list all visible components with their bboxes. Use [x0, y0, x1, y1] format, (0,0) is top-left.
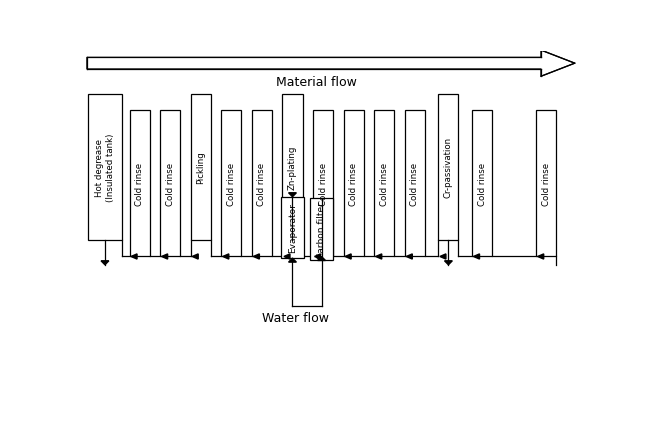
Bar — [374, 111, 394, 257]
Text: Cold rinse: Cold rinse — [258, 163, 267, 206]
Polygon shape — [254, 254, 259, 259]
Bar — [221, 111, 241, 257]
Polygon shape — [162, 254, 168, 259]
Text: Carbon filter: Carbon filter — [317, 201, 326, 258]
Text: Cold rinse: Cold rinse — [410, 163, 419, 206]
Text: Cold rinse: Cold rinse — [227, 163, 236, 206]
Polygon shape — [131, 254, 137, 259]
Bar — [313, 111, 333, 257]
Polygon shape — [444, 261, 452, 265]
Polygon shape — [318, 257, 325, 261]
Bar — [87, 58, 548, 70]
Text: Cold rinse: Cold rinse — [349, 163, 358, 206]
Text: Cold rinse: Cold rinse — [135, 163, 144, 206]
Text: Hot degrease
(Insulated tank): Hot degrease (Insulated tank) — [95, 133, 115, 202]
Polygon shape — [289, 194, 296, 197]
Text: Cold rinse: Cold rinse — [477, 163, 487, 206]
Polygon shape — [538, 254, 543, 259]
Bar — [191, 95, 211, 240]
Polygon shape — [440, 254, 446, 259]
Text: Material flow: Material flow — [276, 75, 357, 89]
Text: Cold rinse: Cold rinse — [380, 163, 389, 206]
Text: Pickling: Pickling — [196, 151, 205, 184]
Text: Cold rinse: Cold rinse — [542, 163, 551, 206]
Polygon shape — [192, 254, 198, 259]
Polygon shape — [314, 254, 320, 259]
Polygon shape — [289, 258, 296, 262]
Polygon shape — [223, 254, 229, 259]
Bar — [281, 197, 303, 258]
Bar — [252, 111, 272, 257]
Bar — [405, 111, 425, 257]
Text: Water flow: Water flow — [263, 311, 329, 325]
Polygon shape — [284, 254, 290, 259]
Text: Cr-passivation: Cr-passivation — [444, 137, 453, 198]
Bar — [439, 95, 459, 240]
Polygon shape — [376, 254, 382, 259]
Polygon shape — [101, 261, 109, 265]
Bar — [472, 111, 492, 257]
Bar — [311, 199, 333, 260]
Polygon shape — [406, 254, 412, 259]
Bar — [536, 111, 556, 257]
Polygon shape — [345, 254, 351, 259]
Polygon shape — [474, 254, 479, 259]
Text: Zn-plating: Zn-plating — [288, 145, 297, 190]
Bar — [129, 111, 149, 257]
Text: Cold rinse: Cold rinse — [166, 163, 175, 206]
Bar — [88, 95, 122, 240]
Polygon shape — [87, 51, 575, 77]
Bar — [344, 111, 364, 257]
Bar — [283, 95, 303, 240]
Text: Cold rinse: Cold rinse — [318, 163, 327, 206]
Text: Evaporator: Evaporator — [288, 203, 297, 253]
Bar — [160, 111, 180, 257]
